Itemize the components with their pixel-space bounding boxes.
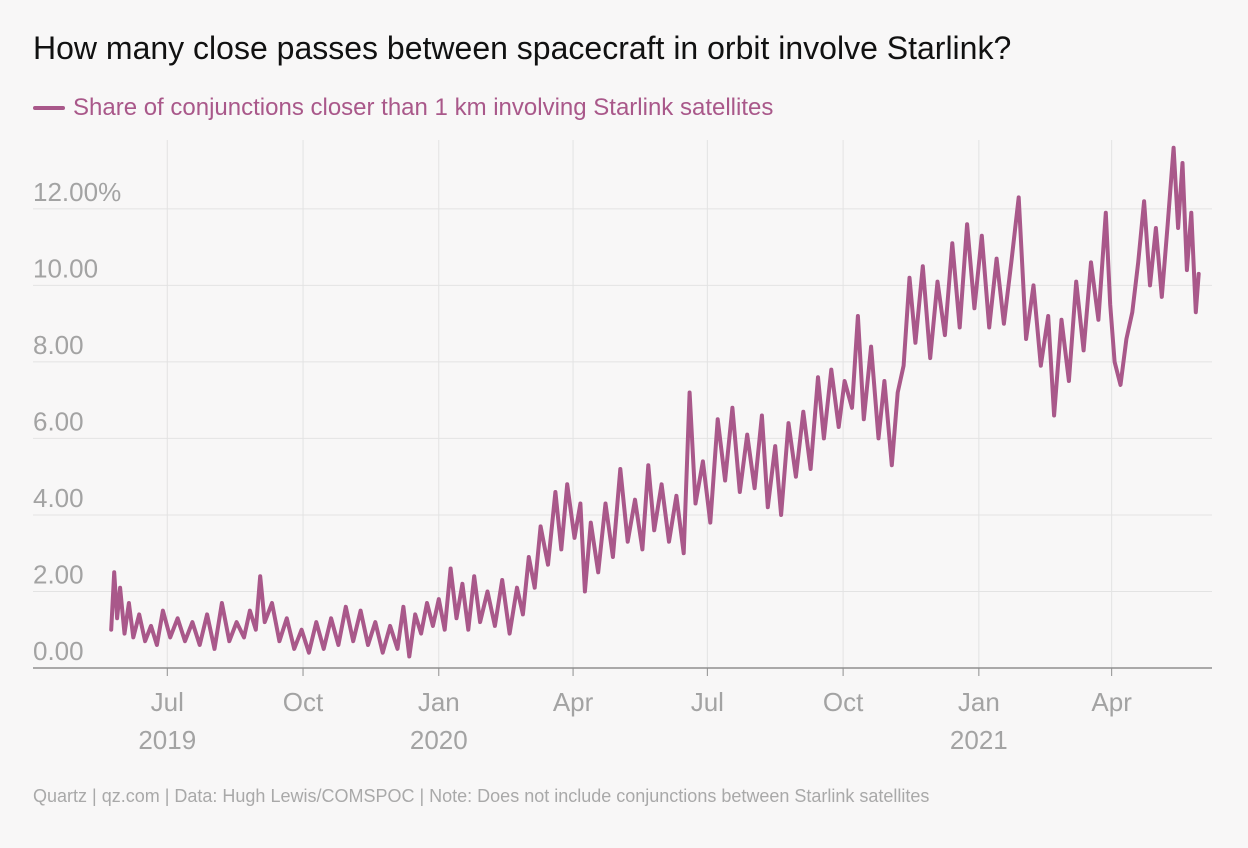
- x-tick-year-label: 2019: [138, 725, 196, 755]
- legend-label: Share of conjunctions closer than 1 km i…: [73, 94, 774, 121]
- y-tick-label: 10.00: [33, 253, 98, 283]
- chart-title: How many close passes between spacecraft…: [33, 30, 1012, 66]
- series-line: [109, 145, 1201, 659]
- x-tick-label: Apr: [553, 687, 594, 717]
- y-tick-label: 0.00: [33, 636, 84, 666]
- x-tick-label: Jan: [958, 687, 1000, 717]
- x-tick-label: Oct: [823, 687, 864, 717]
- y-tick-label: 12.00%: [33, 177, 121, 207]
- y-tick-label: 4.00: [33, 483, 84, 513]
- x-tick-label: Oct: [283, 687, 324, 717]
- y-tick-label: 2.00: [33, 559, 84, 589]
- y-axis-ticks: 0.00 2.00 4.00 6.00 8.00 10.00 12.00%: [33, 177, 121, 666]
- series-layer: [109, 145, 1201, 659]
- x-tick-label: Jul: [151, 687, 184, 717]
- legend: Share of conjunctions closer than 1 km i…: [33, 92, 773, 124]
- x-axis-ticks: Jul 2019 Oct Jan 2020 Apr Jul Oct Jan 2021 Apr: [138, 668, 1132, 755]
- x-tick-label: Jul: [691, 687, 724, 717]
- x-tick-label: Apr: [1091, 687, 1132, 717]
- footer-source-note: Quartz | qz.com | Data: Hugh Lewis/COMSP…: [33, 786, 930, 806]
- x-tick-year-label: 2021: [950, 725, 1008, 755]
- x-tick-year-label: 2020: [410, 725, 468, 755]
- y-tick-label: 8.00: [33, 330, 84, 360]
- line-chart: 0.00 2.00 4.00 6.00 8.00 10.00 12.00% Jul 2019 O…: [33, 140, 1212, 755]
- y-tick-label: 6.00: [33, 406, 84, 436]
- legend-swatch: [33, 106, 65, 110]
- grid: [33, 140, 1212, 668]
- x-tick-label: Jan: [418, 687, 460, 717]
